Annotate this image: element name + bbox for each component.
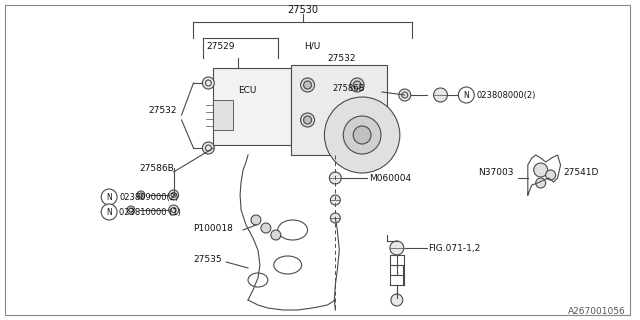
Circle shape	[251, 215, 261, 225]
Ellipse shape	[278, 220, 308, 240]
Text: 023810000 (1): 023810000 (1)	[119, 207, 181, 217]
Circle shape	[458, 87, 474, 103]
Text: 27586B: 27586B	[332, 84, 365, 92]
Circle shape	[301, 78, 314, 92]
Circle shape	[169, 205, 179, 215]
Circle shape	[330, 172, 341, 184]
Circle shape	[390, 241, 404, 255]
Circle shape	[391, 294, 403, 306]
Circle shape	[303, 116, 312, 124]
Bar	[213, 68, 291, 145]
Circle shape	[303, 81, 312, 89]
Ellipse shape	[274, 256, 301, 274]
Text: 27532: 27532	[149, 106, 177, 115]
Circle shape	[101, 189, 117, 205]
Text: 27535: 27535	[193, 255, 222, 265]
Text: 27586B: 27586B	[139, 164, 173, 172]
Ellipse shape	[343, 116, 381, 154]
Text: A267001056: A267001056	[568, 308, 625, 316]
Bar	[213, 100, 233, 130]
Circle shape	[137, 191, 145, 199]
Ellipse shape	[324, 97, 400, 173]
Ellipse shape	[353, 126, 371, 144]
Circle shape	[101, 204, 117, 220]
Circle shape	[330, 195, 340, 205]
Circle shape	[271, 230, 281, 240]
Bar	[291, 65, 387, 155]
Text: N: N	[106, 207, 112, 217]
Text: 023808000(2): 023808000(2)	[476, 91, 536, 100]
Circle shape	[202, 142, 214, 154]
Circle shape	[353, 116, 361, 124]
Circle shape	[330, 213, 340, 223]
Circle shape	[169, 190, 179, 200]
Ellipse shape	[248, 273, 268, 287]
Circle shape	[399, 89, 411, 101]
Circle shape	[350, 113, 364, 127]
Circle shape	[261, 223, 271, 233]
Text: N: N	[106, 193, 112, 202]
Text: 27529: 27529	[206, 42, 235, 51]
Text: H/U: H/U	[305, 42, 321, 51]
Text: M060004: M060004	[369, 173, 411, 182]
Text: 27530: 27530	[287, 5, 318, 15]
Circle shape	[433, 88, 447, 102]
Text: 023809000(2): 023809000(2)	[119, 193, 179, 202]
Text: 27541D: 27541D	[563, 167, 599, 177]
Circle shape	[536, 178, 546, 188]
Text: P100018: P100018	[193, 223, 234, 233]
Text: FIG.071-1,2: FIG.071-1,2	[429, 244, 481, 252]
Text: N: N	[463, 91, 469, 100]
Circle shape	[534, 163, 548, 177]
Circle shape	[350, 78, 364, 92]
Circle shape	[301, 113, 314, 127]
Text: 27532: 27532	[328, 53, 356, 62]
Text: N37003: N37003	[479, 167, 514, 177]
Circle shape	[546, 170, 556, 180]
Text: ECU: ECU	[238, 85, 257, 94]
Circle shape	[202, 77, 214, 89]
Circle shape	[353, 81, 361, 89]
Circle shape	[127, 206, 135, 214]
